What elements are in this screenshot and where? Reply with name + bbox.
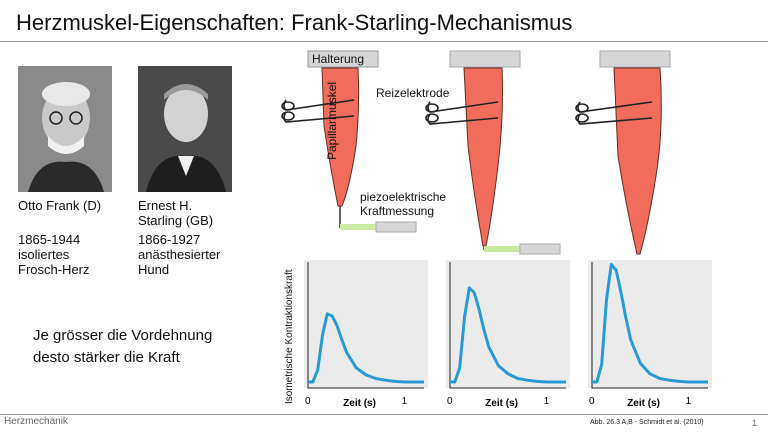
electrode-3 xyxy=(575,101,653,125)
footer-topic: Herzmechanik xyxy=(4,416,68,427)
force-curve xyxy=(450,286,566,384)
title-divider xyxy=(0,41,768,42)
person-details-starling: 1866-1927 anästhesierter Hund xyxy=(138,232,221,277)
chart-axes xyxy=(307,262,424,389)
chart-axes xyxy=(591,262,708,389)
x-axis-label: Zeit (s) xyxy=(485,398,518,409)
electrode-1 xyxy=(281,99,355,123)
force-curve xyxy=(308,312,424,384)
electrode-2 xyxy=(425,101,499,125)
sensor-block-1 xyxy=(375,221,417,233)
sensor-rod-2 xyxy=(484,246,520,252)
sensor-block-2 xyxy=(519,243,561,255)
slide-title: Herzmuskel-Eigenschaften: Frank-Starling… xyxy=(16,10,573,35)
sensor-label: piezoelektrische Kraftmessung xyxy=(360,190,447,218)
electrode-label: Reizelektrode xyxy=(376,86,450,100)
x-tick-label: 0 xyxy=(589,396,595,407)
portrait-ernest-starling-image xyxy=(138,66,232,192)
muscle-1 xyxy=(321,67,360,207)
force-graph-2-bg xyxy=(446,260,570,388)
x-tick-label: 1 xyxy=(686,396,692,407)
x-tick-label: 1 xyxy=(544,396,550,407)
holder-3 xyxy=(599,50,671,68)
x-axis-label: Zeit (s) xyxy=(627,398,660,409)
x-tick-label: 0 xyxy=(447,396,453,407)
portrait-otto-frank xyxy=(18,66,112,192)
citation: Abb. 26.3 A,B - Schmidt et al. (2010) xyxy=(590,419,704,426)
person-name-frank: Otto Frank (D) xyxy=(18,198,102,213)
holder-label: Halterung xyxy=(312,52,365,66)
portrait-otto-frank-image xyxy=(18,66,112,192)
y-axis-label: Isometrische Kontraktionskraft xyxy=(284,269,295,405)
sensor-rod-1 xyxy=(340,224,376,230)
muscle-diagram xyxy=(281,50,671,255)
chart-axes xyxy=(449,262,566,389)
key-statement: Je grösser die Vordehnung desto stärker … xyxy=(33,327,213,366)
portrait-ernest-starling xyxy=(138,66,232,192)
person-name-starling: Ernest H. Starling (GB) xyxy=(138,198,214,228)
person-details-frank: 1865-1944 isoliertes Frosch-Herz xyxy=(18,232,90,277)
footer-divider xyxy=(0,414,768,415)
muscle-3 xyxy=(613,67,662,255)
holder-2 xyxy=(449,50,521,68)
x-tick-label: 1 xyxy=(402,396,408,407)
x-tick-label: 0 xyxy=(305,396,311,407)
force-curve xyxy=(592,262,708,384)
muscle-2 xyxy=(463,67,503,247)
holder-1 xyxy=(307,50,379,68)
page-number: 1 xyxy=(752,418,758,428)
x-axis-label: Zeit (s) xyxy=(343,398,376,409)
